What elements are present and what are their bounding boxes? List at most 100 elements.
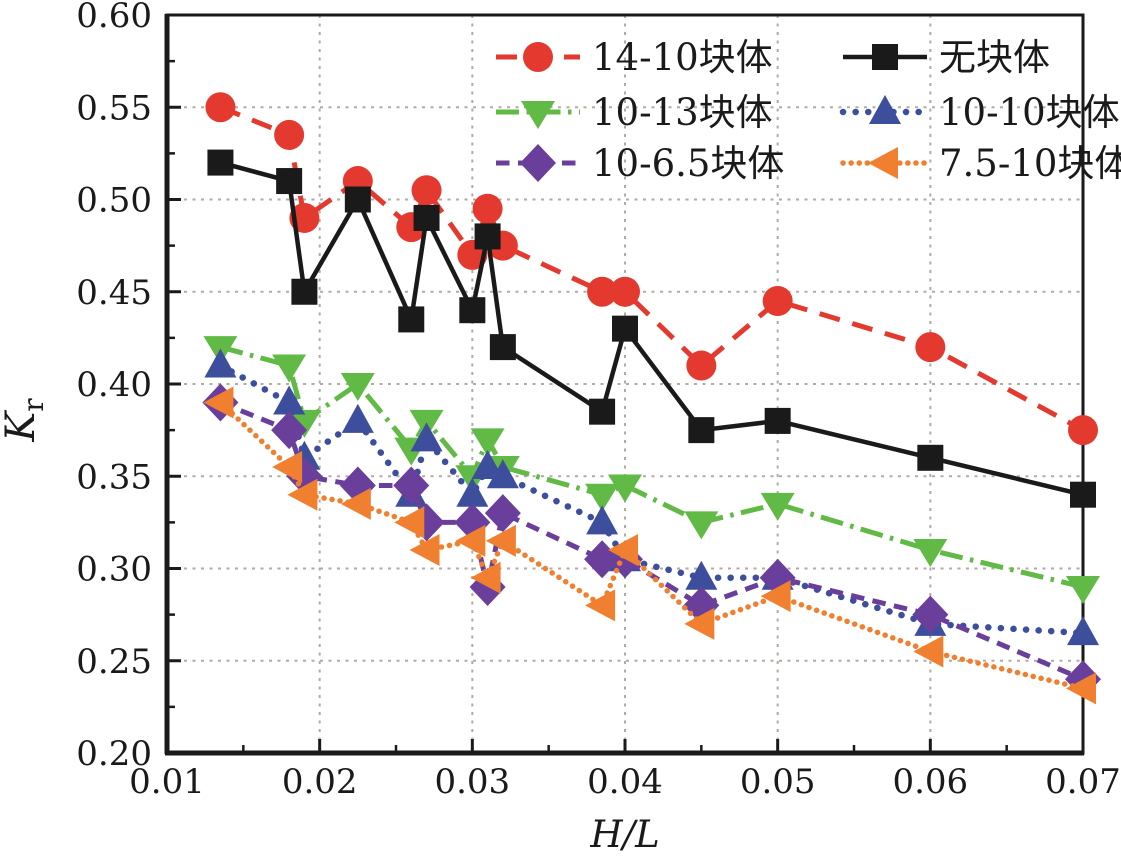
legend-item-10-13-blocks: 10-13块体 [496,91,773,134]
series-marker-14-10-blocks [274,119,305,150]
series-marker-no-blocks [917,444,944,471]
series-marker-10-6-5-blocks [393,466,430,505]
series-marker-no-blocks [398,306,425,333]
series-marker-no-blocks [688,417,715,444]
series-marker-14-10-blocks [472,193,503,224]
series-marker-7-5-10-blocks [485,524,516,557]
series-marker-7-5-10-blocks [608,534,638,567]
legend-marker-no-blocks [872,44,898,70]
legend-marker-14-10-blocks [523,42,553,72]
series-marker-7-5-10-blocks [287,478,318,511]
y-tick-label: 0.60 [76,0,152,36]
legend-item-no-blocks: 无块体 [843,36,1050,79]
series-marker-no-blocks [291,278,318,305]
series-marker-10-10-blocks [410,422,443,452]
series-marker-10-10-blocks [586,505,619,535]
legend-label-7-5-10-blocks: 7.5-10块体 [939,142,1121,185]
legend-label-10-6-5-blocks: 10-6.5块体 [592,142,784,185]
series-marker-10-13-blocks [1066,575,1100,604]
series-marker-10-10-blocks [341,403,374,433]
series-marker-no-blocks [589,398,616,425]
series-marker-no-blocks [344,186,371,213]
x-tick-label: 0.01 [129,762,205,802]
series-marker-10-6-5-blocks [271,411,308,450]
series-marker-no-blocks [612,315,638,342]
series-marker-10-13-blocks [340,373,375,401]
y-tick-label: 0.35 [76,457,152,497]
legend-marker-10-6-5-blocks [520,144,556,182]
y-tick-label: 0.30 [76,550,152,590]
series-marker-no-blocks [474,223,501,250]
x-axis-title: H/L [589,813,659,856]
series-marker-10-13-blocks [760,492,795,521]
series-marker-10-13-blocks [470,428,505,457]
series-marker-10-10-blocks [273,385,306,415]
y-tick-label: 0.25 [76,642,152,682]
series-marker-no-blocks [764,407,791,434]
series-marker-no-blocks [207,149,234,176]
series-marker-no-blocks [276,168,303,195]
series-marker-no-blocks [1070,481,1096,508]
series-marker-10-13-blocks [585,483,620,512]
x-tick-label: 0.04 [587,762,663,802]
x-tick-label: 0.07 [1045,762,1121,802]
y-axis-title: Kr [0,398,50,443]
series-marker-14-10-blocks [686,350,717,381]
legend-label-14-10-blocks: 14-10块体 [592,36,773,79]
legend-item-10-6-5-blocks: 10-6.5块体 [496,142,784,185]
series-marker-7-5-10-blocks [913,635,944,668]
series-marker-no-blocks [459,297,486,324]
series-marker-7-5-10-blocks [394,506,425,539]
legend-item-7-5-10-blocks: 7.5-10块体 [840,142,1121,185]
legend-label-no-blocks: 无块体 [939,36,1050,79]
series-marker-7-5-10-blocks [409,534,440,567]
legend-item-10-10-blocks: 10-10块体 [839,91,1120,134]
legend-item-14-10-blocks: 14-10块体 [496,36,773,79]
y-tick-label: 0.50 [76,181,152,221]
y-tick-label: 0.40 [76,365,152,405]
x-tick-label: 0.06 [892,762,968,802]
x-tick-label: 0.03 [434,762,510,802]
series-marker-10-6-5-blocks [484,494,521,533]
legend-label-10-10-blocks: 10-10块体 [939,91,1120,134]
series-marker-10-13-blocks [287,409,322,438]
series-marker-10-10-blocks [685,560,718,590]
series-marker-10-10-blocks [1067,616,1099,646]
series-line-7-5-10-blocks [217,399,1086,692]
series-marker-14-10-blocks [411,175,442,206]
y-tick-label: 0.55 [76,88,152,128]
series-marker-14-10-blocks [587,276,618,307]
series-marker-10-13-blocks [684,511,719,540]
series-marker-7-5-10-blocks [1066,672,1096,705]
series-marker-7-5-10-blocks [760,580,791,613]
y-tick-label: 0.45 [76,273,152,313]
series-marker-no-blocks [489,334,516,361]
series-marker-14-10-blocks [610,276,640,307]
series-marker-7-5-10-blocks [585,589,616,622]
series-marker-14-10-blocks [762,285,793,316]
legend-marker-10-10-blocks [869,95,901,124]
series-marker-no-blocks [413,204,440,231]
series-line-10-6-5-blocks [219,400,1084,682]
series-marker-10-6-5-blocks [912,595,949,634]
series-marker-7-5-10-blocks [272,451,303,484]
x-tick-label: 0.05 [740,762,816,802]
y-tick-label: 0.20 [76,734,152,774]
series-marker-10-13-blocks [608,474,642,503]
legend-marker-7-5-10-blocks [868,147,898,179]
series-marker-10-10-blocks [204,348,237,378]
legend-marker-10-13-blocks [521,101,555,129]
series-marker-7-5-10-blocks [340,487,371,520]
series-marker-10-10-blocks [456,477,489,507]
series-marker-14-10-blocks [1068,415,1098,446]
series-marker-7-5-10-blocks [455,524,486,557]
series-marker-10-13-blocks [913,539,948,568]
series-marker-14-10-blocks [205,92,236,123]
series-marker-14-10-blocks [915,332,946,363]
series-marker-10-10-blocks [486,459,519,489]
x-tick-label: 0.02 [282,762,358,802]
series-marker-10-10-blocks [471,450,504,480]
series-marker-7-5-10-blocks [470,561,501,594]
